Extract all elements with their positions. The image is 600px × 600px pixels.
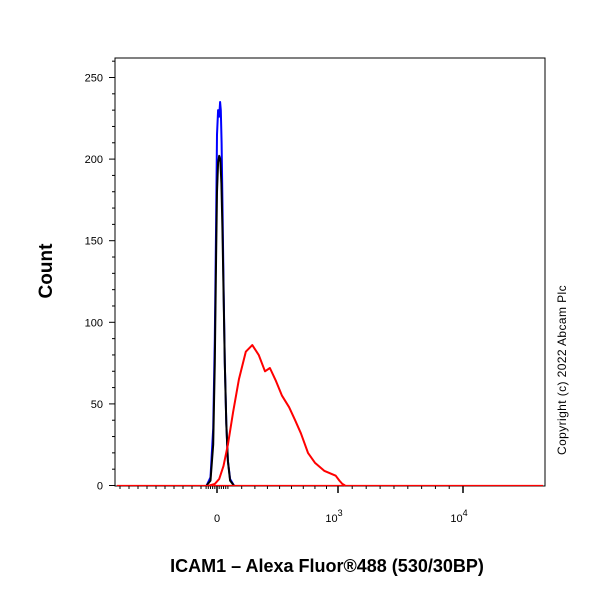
y-tick-label: 250 (85, 73, 103, 85)
y-tick-label: 200 (85, 154, 103, 166)
x-axis-label: ICAM1 – Alexa Fluor®488 (530/30BP) (170, 556, 484, 576)
y-tick-label: 50 (91, 399, 103, 411)
y-tick-label: 100 (85, 317, 103, 329)
x-tick-label: 104 (450, 508, 467, 525)
x-tick-exponent: 3 (338, 508, 343, 518)
copyright-notice: Copyright (c) 2022 Abcam Plc (555, 285, 569, 455)
x-tick-exponent: 4 (463, 508, 468, 518)
y-tick-label: 0 (97, 481, 103, 493)
x-tick-label: 0 (214, 513, 220, 525)
series-line-2 (205, 154, 235, 487)
y-axis-label: Count (36, 243, 57, 299)
plot-frame (114, 57, 546, 487)
y-axis: 0 50 100 150 200 250 (85, 60, 115, 493)
x-tick-label: 103 (325, 508, 342, 525)
series-layer (117, 101, 543, 487)
y-tick-label: 150 (85, 236, 103, 248)
series-line-3 (209, 344, 346, 487)
x-axis: 0 103 104 (119, 486, 468, 525)
